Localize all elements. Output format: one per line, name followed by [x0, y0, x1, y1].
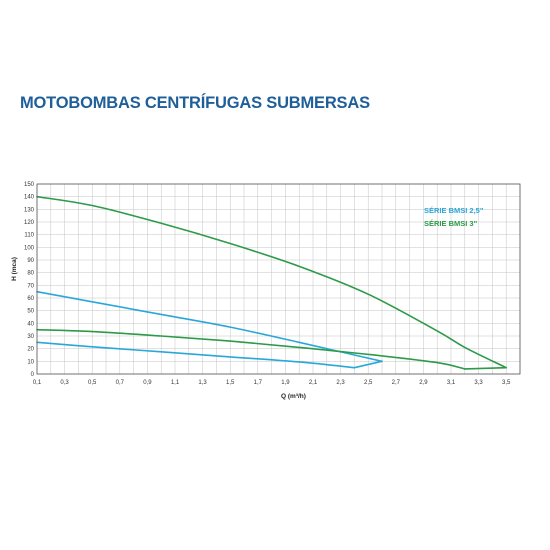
legend: SÉRIE BMSI 2,5" SÉRIE BMSI 3" — [424, 206, 484, 228]
legend-entry-bmsi-3: SÉRIE BMSI 3" — [424, 219, 478, 228]
y-tick-label: 30 — [27, 334, 34, 340]
x-tick-label: 2,1 — [309, 380, 318, 386]
x-tick-label: 1,1 — [171, 380, 180, 386]
x-tick-label: 0,5 — [88, 380, 97, 386]
plot-frame — [36, 183, 521, 375]
x-tick-label: 0,1 — [33, 380, 42, 386]
series-0-curve-lower — [36, 341, 356, 369]
tick-labels: 0,1 0,3 0,5 0,7 0,9 1,1 1,3 1,5 1,7 1,9 2,1 2,3 2,5 2… — [24, 182, 511, 386]
x-tick-label: 1,7 — [254, 380, 263, 386]
legend-entry-bmsi-2-5: SÉRIE BMSI 2,5" — [424, 206, 484, 215]
x-tick-label: 1,3 — [198, 380, 207, 386]
y-tick-label: 50 — [27, 309, 34, 315]
y-axis-title: H (mca) — [11, 257, 18, 281]
x-axis-title: Q (m³/h) — [281, 393, 306, 400]
series-1-connector — [463, 366, 508, 370]
y-tick-label: 0 — [31, 372, 35, 378]
x-tick-label: 1,5 — [226, 380, 235, 386]
y-tick-label: 90 — [27, 258, 34, 264]
x-tick-label: 3,5 — [502, 380, 511, 386]
series-0-connector — [353, 360, 383, 369]
x-tick-label: 0,3 — [60, 380, 69, 386]
y-tick-label: 100 — [24, 245, 35, 251]
x-tick-label: 3,1 — [447, 380, 456, 386]
series-1-curve-lower — [36, 328, 466, 370]
x-tick-label: 0,9 — [143, 380, 152, 386]
y-tick-label: 10 — [27, 359, 34, 365]
y-tick-label: 110 — [24, 233, 34, 239]
x-tick-label: 2,5 — [364, 380, 373, 386]
series-1-curve-upper — [36, 195, 507, 369]
y-tick-label: 150 — [24, 182, 35, 188]
page-title: MOTOBOMBAS CENTRÍFUGAS SUBMERSAS — [20, 94, 370, 112]
x-tick-label: 1,9 — [281, 380, 290, 386]
x-tick-label: 2,7 — [392, 380, 401, 386]
x-tick-label: 0,7 — [116, 380, 125, 386]
y-tick-label: 130 — [24, 207, 35, 213]
y-tick-label: 60 — [27, 296, 34, 302]
series-0-curve-upper — [36, 290, 383, 363]
y-tick-label: 40 — [27, 321, 34, 327]
x-tick-label: 2,3 — [336, 380, 345, 386]
y-tick-label: 120 — [24, 220, 35, 226]
series-lines — [36, 195, 508, 370]
x-tick-label: 3,3 — [474, 380, 483, 386]
y-tick-label: 80 — [27, 271, 34, 277]
y-tick-label: 140 — [24, 195, 35, 201]
y-tick-label: 20 — [27, 347, 34, 353]
x-tick-label: 2,9 — [419, 380, 428, 386]
y-tick-label: 70 — [27, 283, 34, 289]
